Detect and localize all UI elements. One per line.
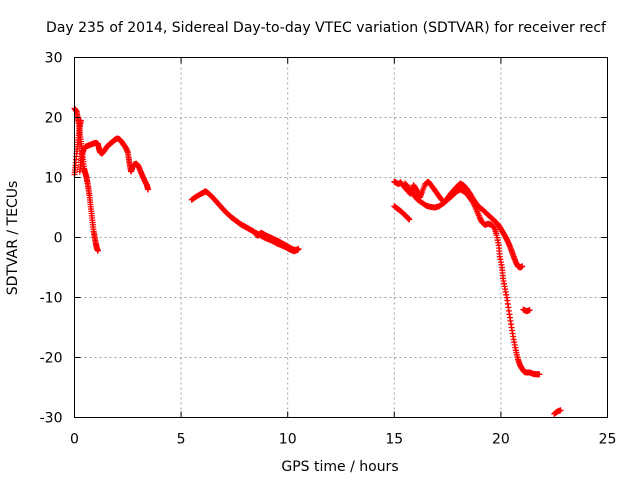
data-point [94,247,101,254]
data-point [557,407,564,414]
y-tick-label: 20 [45,111,63,127]
data-point [145,186,152,193]
data-point [406,216,413,223]
y-tick-label: 0 [54,231,63,247]
series-sdtvar [71,105,564,417]
x-tick-label: 25 [599,432,617,448]
x-tick-label: 0 [70,432,79,448]
data-point [295,246,302,253]
data-point [536,371,543,378]
data-point [77,117,84,124]
x-tick-label: 20 [492,432,510,448]
data-series [71,105,564,417]
y-tick-label: -20 [40,351,63,367]
y-tick-label: -10 [40,291,63,307]
y-axis-label: SDTVAR / TECUs [5,181,21,296]
chart-title: Day 235 of 2014, Sidereal Day-to-day VTE… [46,20,607,36]
y-tick-label: -30 [40,411,63,427]
data-point [526,307,533,314]
data-point [519,263,526,270]
x-tick-label: 5 [177,432,186,448]
x-tick-label: 15 [385,432,403,448]
grid-lines [74,57,608,418]
x-axis-label: GPS time / hours [281,459,398,475]
x-tick-label: 10 [279,432,297,448]
y-tick-label: 30 [45,51,63,67]
y-tick-label: 10 [45,171,63,187]
axis-ticks: 0 5 10 15 20 25 -30 -20 -10 0 10 20 30 [40,51,617,448]
